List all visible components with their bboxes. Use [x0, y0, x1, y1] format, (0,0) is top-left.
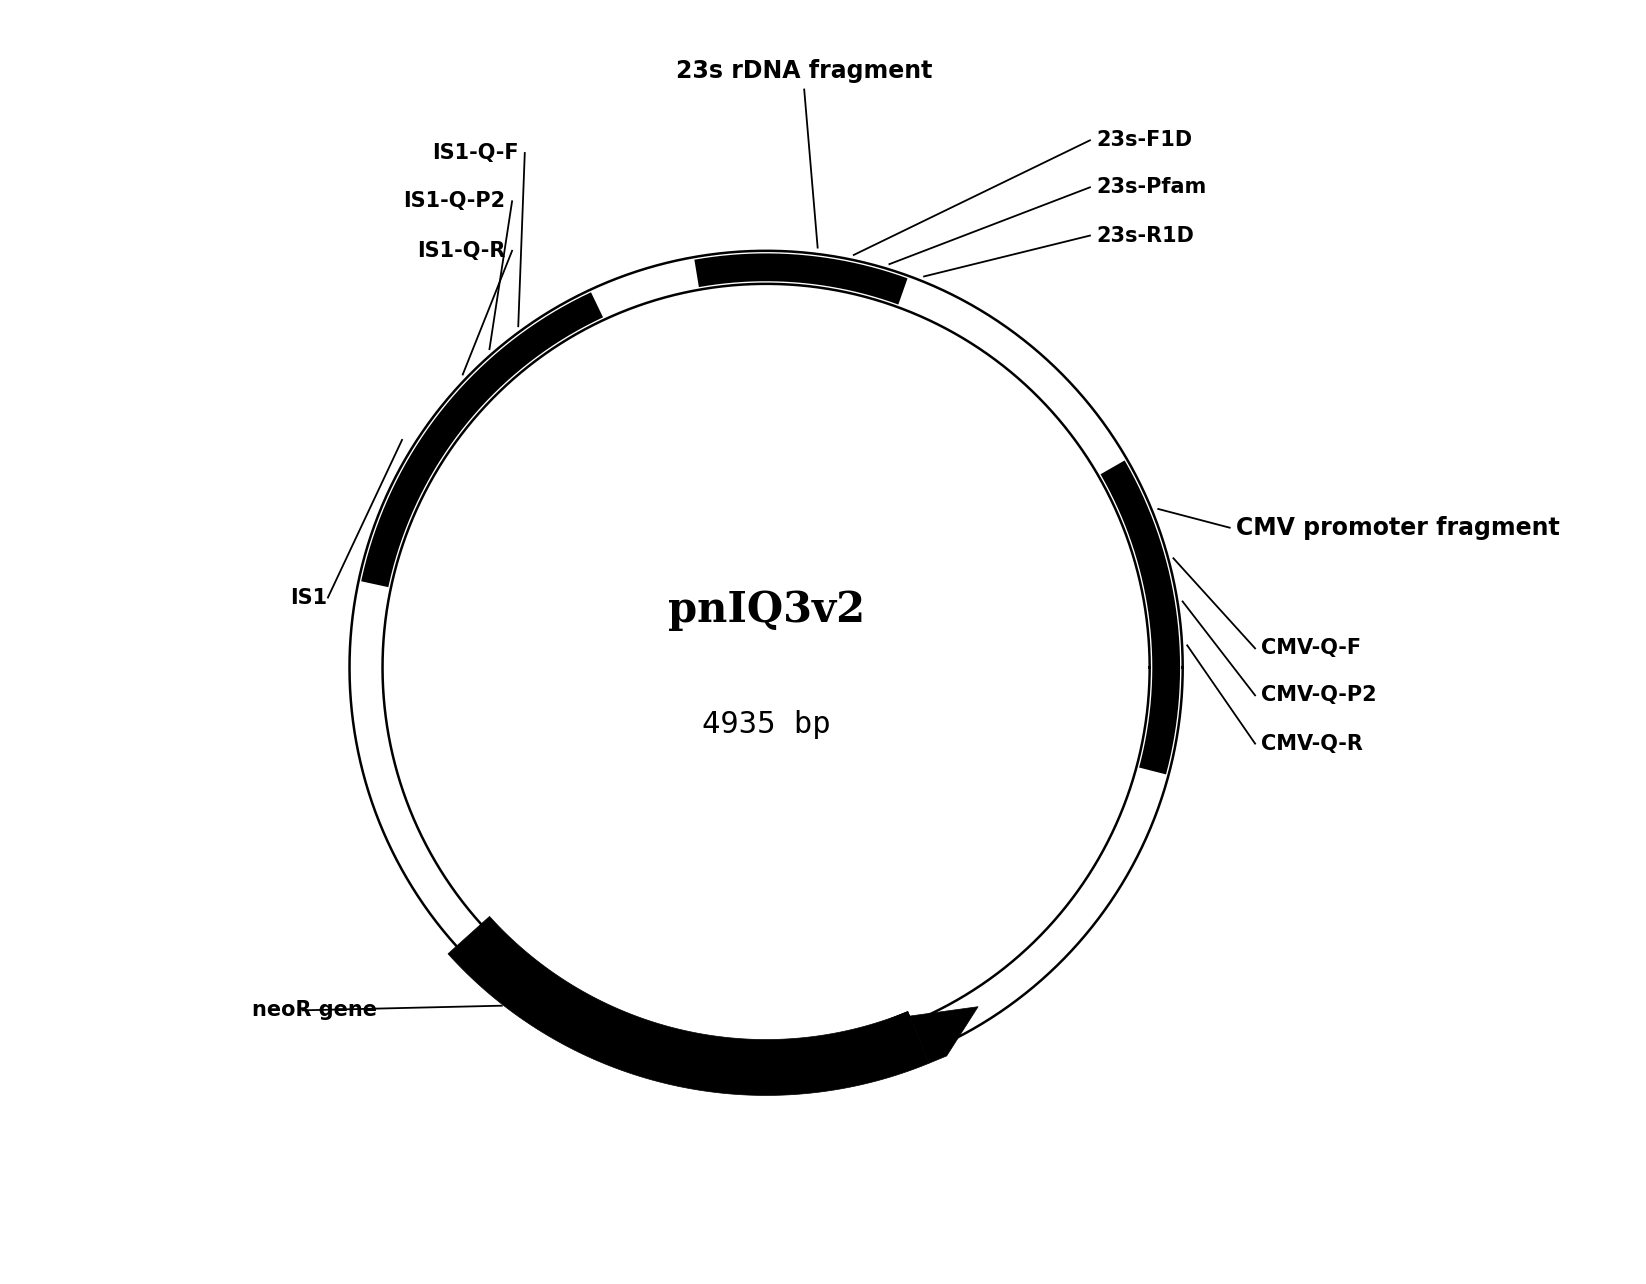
Text: 23s-F1D: 23s-F1D	[1096, 130, 1192, 150]
Text: IS1-Q-R: IS1-Q-R	[418, 241, 505, 261]
Text: 4935 bp: 4935 bp	[701, 710, 831, 740]
Text: CMV promoter fragment: CMV promoter fragment	[1236, 516, 1560, 539]
Text: 23s-R1D: 23s-R1D	[1096, 226, 1195, 245]
Text: 23s rDNA fragment: 23s rDNA fragment	[677, 59, 932, 83]
Polygon shape	[890, 1007, 978, 1063]
Text: CMV-Q-P2: CMV-Q-P2	[1261, 686, 1378, 705]
Polygon shape	[448, 917, 928, 1095]
Text: IS1: IS1	[290, 588, 328, 607]
Text: IS1-Q-P2: IS1-Q-P2	[403, 191, 505, 212]
Text: 23s-Pfam: 23s-Pfam	[1096, 177, 1207, 198]
Text: CMV-Q-F: CMV-Q-F	[1261, 638, 1361, 659]
Text: pnIQ3v2: pnIQ3v2	[668, 589, 864, 632]
Text: IS1-Q-F: IS1-Q-F	[431, 143, 518, 163]
Text: neoR gene: neoR gene	[252, 1000, 377, 1021]
Text: CMV-Q-R: CMV-Q-R	[1261, 733, 1363, 754]
